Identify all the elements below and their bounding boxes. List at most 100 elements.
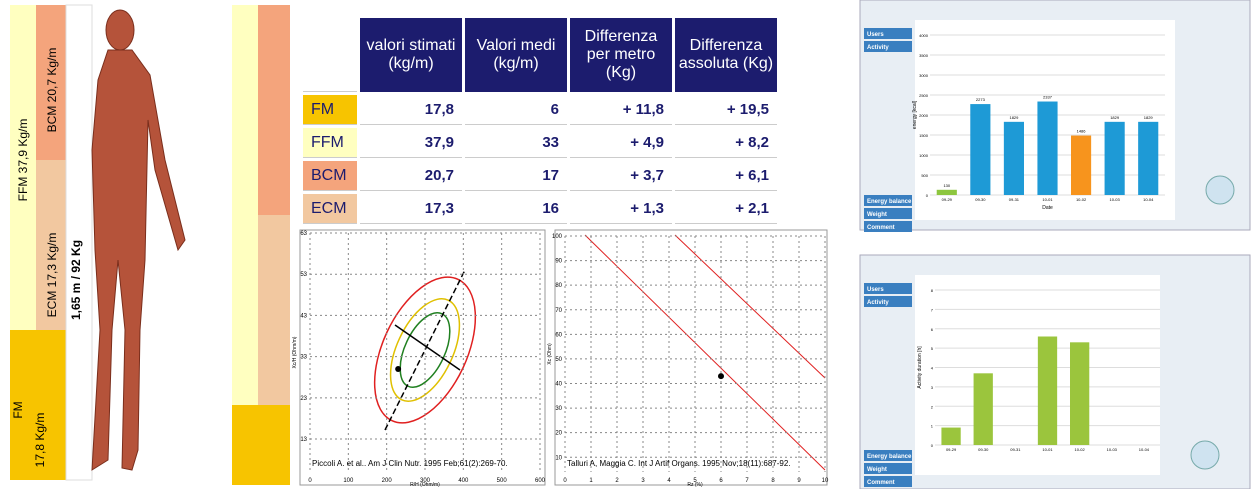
label: 17,8 Kg/m bbox=[33, 413, 47, 468]
row-label: FM bbox=[303, 95, 357, 125]
x-tick-label: 2 bbox=[615, 478, 619, 484]
fm-segment bbox=[10, 330, 36, 480]
menu-label: Users bbox=[867, 287, 884, 293]
y-axis-label: energy [kcal] bbox=[912, 100, 918, 129]
row-label: BCM bbox=[303, 161, 357, 191]
x-tick-label: 10-02 bbox=[1076, 197, 1087, 202]
label: FM bbox=[11, 401, 25, 418]
value-label: 1829 bbox=[1009, 115, 1019, 120]
x-axis-label: R/H (Ohm/m) bbox=[410, 482, 440, 488]
y-tick-label: 500 bbox=[921, 173, 928, 178]
cell: 17,3 bbox=[360, 194, 462, 224]
menu-label: Activity bbox=[867, 300, 889, 306]
y-tick-label: 23 bbox=[300, 396, 307, 402]
menu-button[interactable] bbox=[864, 208, 912, 219]
table-row: ECM 17,3 16 + 1,3 + 2,1 bbox=[303, 194, 777, 224]
menu-button[interactable] bbox=[864, 463, 912, 474]
fm-segment bbox=[232, 405, 290, 485]
plot-frame bbox=[299, 229, 546, 486]
menu-label: Energy balance bbox=[867, 454, 912, 460]
row-label: ECM bbox=[303, 194, 357, 224]
x-tick-label: 10-02 bbox=[1075, 447, 1086, 452]
y-axis-label: Xc/H (Ohm/m) bbox=[292, 336, 298, 368]
plot-frame bbox=[554, 229, 828, 486]
tolerance-ellipses bbox=[373, 269, 477, 431]
y-tick-label: 2000 bbox=[919, 113, 929, 118]
bar bbox=[1138, 121, 1159, 195]
x-tick-label: 9 bbox=[797, 478, 801, 484]
value-label: 2273 bbox=[976, 97, 986, 102]
x-tick-label: 100 bbox=[343, 478, 354, 484]
cell: + 3,7 bbox=[570, 161, 672, 191]
bar bbox=[1071, 135, 1092, 195]
value-label: 1829 bbox=[1110, 115, 1120, 120]
data-point bbox=[395, 365, 402, 372]
label: 1,65 m / 92 Kg bbox=[69, 240, 83, 320]
header-row: valori stimati (kg/m) Valori medi (kg/m) D… bbox=[303, 18, 777, 92]
x-tick-label: 10-01 bbox=[1042, 447, 1053, 452]
menu-button[interactable] bbox=[864, 283, 912, 294]
menu-button[interactable] bbox=[864, 41, 912, 52]
y-tick-label: 20 bbox=[555, 431, 562, 437]
y-tick-label: 53 bbox=[300, 272, 307, 278]
bar bbox=[936, 189, 957, 195]
fm-segment bbox=[36, 330, 66, 480]
y-tick-label: 30 bbox=[555, 406, 562, 412]
column-header: Differenza per metro (Kg) bbox=[570, 18, 672, 92]
menu-button[interactable] bbox=[864, 28, 912, 39]
label: ECM 17,3 Kg/m bbox=[45, 233, 59, 318]
x-tick-label: 600 bbox=[535, 478, 546, 484]
x-tick-label: 6 bbox=[719, 478, 723, 484]
citation: Piccoli A. et al.. Am J Clin Nutr. 1995 … bbox=[312, 459, 508, 468]
y-tick-label: 2500 bbox=[919, 93, 929, 98]
x-tick-label: 3 bbox=[641, 478, 645, 484]
x-tick-label: 10-04 bbox=[1139, 447, 1150, 452]
cell: + 6,1 bbox=[675, 161, 777, 191]
bar bbox=[1037, 101, 1058, 195]
label: FFM 37,9 Kg/m bbox=[16, 119, 30, 202]
cell: + 4,9 bbox=[570, 128, 672, 158]
x-tick-label: 1 bbox=[589, 478, 593, 484]
y-tick-label: 4000 bbox=[919, 33, 929, 38]
menu-button[interactable] bbox=[864, 195, 912, 206]
y-tick-label: 80 bbox=[555, 283, 562, 289]
y-tick-label: 60 bbox=[555, 332, 562, 338]
menu-button[interactable] bbox=[864, 296, 912, 307]
y-tick-label: 1000 bbox=[919, 153, 929, 158]
x-tick-label: 5 bbox=[693, 478, 697, 484]
y-tick-label: 0 bbox=[926, 193, 929, 198]
ffm-segment bbox=[232, 5, 258, 405]
y-tick-label: 1 bbox=[931, 424, 934, 429]
menu-label: Energy balance bbox=[867, 199, 912, 205]
menu-button[interactable] bbox=[864, 476, 912, 487]
x-tick-label: 09-30 bbox=[978, 447, 989, 452]
table-row: FFM 37,9 33 + 4,9 + 8,2 bbox=[303, 128, 777, 158]
x-tick-label: 10 bbox=[822, 478, 829, 484]
bar bbox=[941, 427, 961, 445]
bar bbox=[1070, 342, 1090, 445]
x-tick-label: 0 bbox=[308, 478, 312, 484]
x-axis-label: Date bbox=[1042, 205, 1053, 211]
bar bbox=[970, 104, 991, 195]
cell: + 19,5 bbox=[675, 95, 777, 125]
y-tick-label: 43 bbox=[300, 313, 307, 319]
menu-label: Comment bbox=[867, 480, 895, 486]
x-tick-label: 09-30 bbox=[975, 197, 986, 202]
y-tick-label: 90 bbox=[555, 259, 562, 265]
value-label: 130 bbox=[943, 183, 950, 188]
x-tick-label: 0 bbox=[563, 478, 567, 484]
x-tick-label: 4 bbox=[667, 478, 671, 484]
y-tick-label: 2 bbox=[931, 404, 934, 409]
label: BCM 20,7 Kg/m bbox=[45, 48, 59, 133]
y-tick-label: 5 bbox=[931, 346, 934, 351]
menu-button[interactable] bbox=[864, 221, 912, 232]
y-tick-label: 3500 bbox=[919, 53, 929, 58]
menu-button[interactable] bbox=[864, 450, 912, 461]
cell: 33 bbox=[465, 128, 567, 158]
cell: + 1,3 bbox=[570, 194, 672, 224]
corner bbox=[303, 18, 357, 92]
value-label: 1486 bbox=[1077, 129, 1087, 134]
y-tick-label: 0 bbox=[931, 443, 934, 448]
